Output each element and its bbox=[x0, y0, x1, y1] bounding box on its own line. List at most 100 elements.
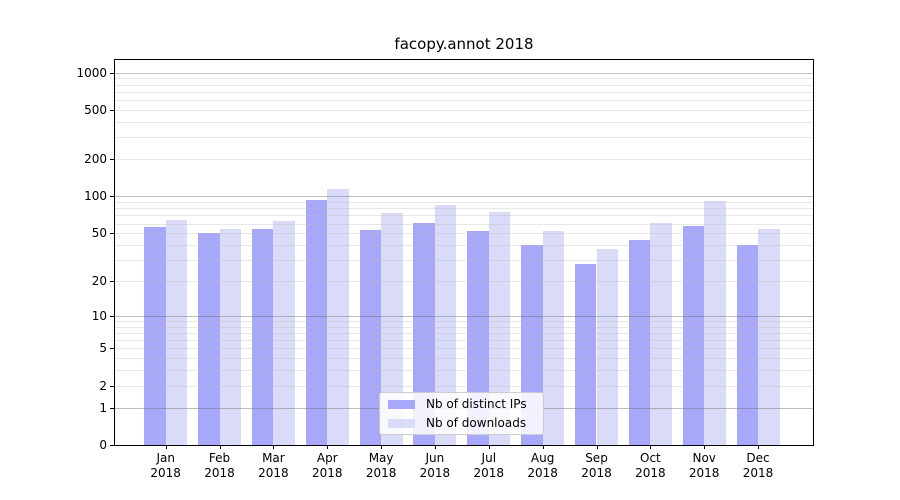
minor-gridline-70 bbox=[115, 215, 813, 217]
bar-distinct-ips-oct bbox=[628, 239, 651, 445]
y-tick-label-1000: 1000 bbox=[76, 65, 107, 80]
minor-gridline-3 bbox=[115, 370, 813, 372]
minor-gridline-50 bbox=[115, 233, 813, 235]
x-tick-label-jun: Jun 2018 bbox=[419, 451, 451, 480]
y-tick-mark-10 bbox=[110, 315, 114, 317]
x-tick-label-aug: Aug 2018 bbox=[527, 451, 558, 480]
y-tick-mark-50 bbox=[110, 233, 114, 235]
bar-distinct-ips-sep bbox=[574, 263, 597, 445]
minor-gridline-5 bbox=[115, 348, 813, 350]
minor-gridline-30 bbox=[115, 259, 813, 261]
bar-downloads-jan bbox=[165, 220, 188, 445]
minor-gridline-80 bbox=[115, 208, 813, 210]
y-tick-mark-20 bbox=[110, 280, 114, 282]
minor-gridline-800 bbox=[115, 84, 813, 86]
bar-downloads-jun bbox=[434, 205, 457, 445]
legend-item-downloads: Nb of downloads bbox=[388, 416, 535, 430]
y-tick-label-2: 2 bbox=[99, 378, 107, 393]
x-tick-label-may: May 2018 bbox=[365, 451, 397, 480]
x-tick-mark-oct bbox=[650, 445, 652, 449]
y-tick-mark-0 bbox=[110, 445, 114, 446]
y-tick-mark-1 bbox=[110, 407, 114, 409]
x-tick-label-jan: Jan 2018 bbox=[150, 451, 181, 480]
legend-label-downloads: Nb of downloads bbox=[426, 416, 527, 430]
x-tick-label-oct: Oct 2018 bbox=[635, 451, 666, 480]
minor-gridline-9 bbox=[115, 320, 813, 322]
minor-gridline-7 bbox=[115, 332, 813, 334]
bar-downloads-sep bbox=[596, 249, 619, 445]
x-tick-mark-mar bbox=[273, 445, 275, 449]
bar-distinct-ips-feb bbox=[198, 233, 220, 445]
y-tick-label-10: 10 bbox=[91, 308, 107, 323]
y-tick-mark-1000 bbox=[110, 72, 114, 74]
y-tick-label-50: 50 bbox=[91, 226, 107, 241]
bar-downloads-apr bbox=[327, 188, 349, 445]
legend-item-distinct-ips: Nb of distinct IPs bbox=[388, 397, 535, 411]
x-tick-mark-jun bbox=[434, 445, 436, 449]
bar-distinct-ips-dec bbox=[736, 244, 759, 445]
y-tick-label-5: 5 bbox=[99, 341, 107, 356]
y-tick-mark-500 bbox=[110, 110, 114, 111]
y-tick-label-0: 0 bbox=[99, 438, 107, 452]
bar-distinct-ips-jun bbox=[413, 222, 435, 445]
x-tick-mark-feb bbox=[219, 445, 221, 449]
minor-gridline-500 bbox=[115, 110, 813, 111]
x-tick-label-dec: Dec 2018 bbox=[742, 451, 774, 480]
y-tick-label-200: 200 bbox=[84, 152, 107, 167]
bar-downloads-mar bbox=[273, 220, 295, 445]
legend: Nb of distinct IPs Nb of downloads bbox=[379, 392, 544, 435]
x-tick-label-nov: Nov 2018 bbox=[688, 451, 720, 480]
bar-downloads-nov bbox=[704, 200, 726, 445]
x-tick-mark-jan bbox=[165, 445, 167, 449]
y-tick-mark-2 bbox=[110, 385, 114, 387]
grid-layer bbox=[115, 60, 813, 445]
x-tick-label-feb: Feb 2018 bbox=[204, 451, 235, 480]
plot-area bbox=[114, 59, 814, 446]
y-tick-label-1: 1 bbox=[99, 400, 107, 415]
x-tick-mark-aug bbox=[542, 445, 544, 449]
bar-distinct-ips-may bbox=[359, 230, 382, 445]
legend-label-distinct-ips: Nb of distinct IPs bbox=[426, 397, 527, 411]
y-tick-mark-100 bbox=[110, 196, 114, 198]
minor-gridline-300 bbox=[115, 137, 813, 139]
major-gridline-10 bbox=[115, 315, 813, 317]
y-tick-label-500: 500 bbox=[84, 103, 107, 117]
minor-gridline-400 bbox=[115, 122, 813, 123]
bar-downloads-aug bbox=[542, 231, 565, 445]
minor-gridline-20 bbox=[115, 280, 813, 282]
minor-gridline-600 bbox=[115, 100, 813, 102]
minor-gridline-40 bbox=[115, 244, 813, 246]
x-tick-mark-nov bbox=[704, 445, 706, 449]
major-gridline-1000 bbox=[115, 72, 813, 74]
bar-downloads-feb bbox=[219, 229, 242, 445]
bar-downloads-may bbox=[381, 213, 403, 445]
bar-distinct-ips-apr bbox=[305, 199, 328, 445]
y-tick-mark-5 bbox=[110, 348, 114, 350]
x-tick-mark-may bbox=[381, 445, 383, 449]
x-tick-mark-sep bbox=[596, 445, 598, 449]
bar-distinct-ips-mar bbox=[251, 229, 274, 445]
bar-downloads-dec bbox=[758, 229, 780, 445]
chart-title: facopy.annot 2018 bbox=[394, 35, 534, 53]
bar-distinct-ips-jan bbox=[144, 227, 166, 445]
legend-swatch-downloads bbox=[388, 418, 415, 428]
y-tick-label-100: 100 bbox=[84, 189, 107, 204]
x-tick-label-jul: Jul 2018 bbox=[473, 451, 505, 480]
x-tick-label-apr: Apr 2018 bbox=[312, 451, 343, 480]
y-tick-mark-200 bbox=[110, 159, 114, 161]
minor-gridline-200 bbox=[115, 159, 813, 161]
minor-gridline-4 bbox=[115, 358, 813, 360]
bar-downloads-oct bbox=[650, 222, 672, 445]
x-tick-label-mar: Mar 2018 bbox=[258, 451, 289, 480]
major-gridline-100 bbox=[115, 196, 813, 198]
minor-gridline-90 bbox=[115, 201, 813, 203]
y-tick-label-20: 20 bbox=[91, 273, 107, 288]
minor-gridline-2 bbox=[115, 385, 813, 387]
x-tick-mark-apr bbox=[327, 445, 329, 449]
minor-gridline-6 bbox=[115, 340, 813, 342]
minor-gridline-900 bbox=[115, 78, 813, 80]
minor-gridline-60 bbox=[115, 223, 813, 225]
x-tick-label-sep: Sep 2018 bbox=[581, 451, 612, 480]
minor-gridline-700 bbox=[115, 91, 813, 93]
